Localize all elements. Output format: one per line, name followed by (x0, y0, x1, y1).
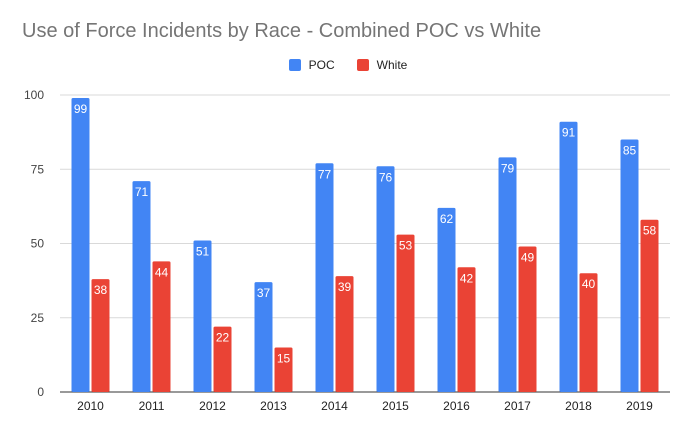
data-label: 77 (318, 167, 332, 181)
bar-white (213, 326, 232, 392)
bar-white (152, 261, 171, 392)
bar-poc (498, 157, 517, 392)
x-tick-label: 2013 (260, 399, 287, 413)
bar-white (274, 347, 293, 392)
bar-poc (254, 282, 273, 392)
data-label: 15 (277, 351, 291, 365)
y-tick-label: 0 (37, 385, 44, 399)
legend-item-white[interactable]: White (356, 58, 408, 72)
data-label: 58 (643, 224, 657, 238)
x-tick-label: 2018 (565, 399, 592, 413)
legend-label-poc: POC (308, 58, 335, 72)
legend: POC White (0, 58, 696, 72)
data-label: 42 (460, 271, 474, 285)
bar-poc (132, 181, 151, 392)
bar-poc (376, 166, 395, 392)
data-label: 39 (338, 280, 352, 294)
data-label: 76 (379, 170, 393, 184)
bar-poc (193, 240, 212, 392)
x-tick-label: 2012 (199, 399, 226, 413)
bar-poc (71, 97, 90, 392)
bar-white (640, 219, 659, 392)
data-label: 99 (74, 102, 88, 116)
y-tick-label: 100 (24, 88, 44, 102)
bar-white (396, 234, 415, 392)
bar-white (91, 279, 110, 392)
legend-item-poc[interactable]: POC (288, 58, 335, 72)
data-label: 53 (399, 239, 413, 253)
data-label: 91 (562, 126, 576, 140)
legend-label-white: White (376, 58, 408, 72)
bar-white (518, 246, 537, 392)
bar-white (335, 276, 354, 392)
data-label: 40 (582, 277, 596, 291)
x-tick-label: 2016 (443, 399, 470, 413)
data-label: 85 (623, 144, 637, 158)
x-tick-label: 2019 (626, 399, 653, 413)
data-label: 71 (135, 185, 149, 199)
x-tick-label: 2010 (77, 399, 104, 413)
bar-poc (620, 139, 639, 392)
chart-title: Use of Force Incidents by Race - Combine… (22, 20, 542, 42)
legend-swatch-white (356, 59, 369, 71)
data-label: 62 (440, 212, 454, 226)
y-tick-label: 25 (31, 311, 45, 325)
data-label: 22 (216, 331, 230, 345)
x-tick-label: 2015 (382, 399, 409, 413)
data-label: 44 (155, 265, 169, 279)
x-tick-label: 2014 (321, 399, 348, 413)
data-label: 37 (257, 286, 271, 300)
bar-white (579, 273, 598, 392)
data-label: 49 (521, 250, 535, 264)
data-label: 38 (94, 283, 108, 297)
bar-poc (315, 163, 334, 392)
data-label: 51 (196, 245, 210, 259)
bar-poc (437, 207, 456, 392)
bar-poc (559, 121, 578, 392)
bar-white (457, 267, 476, 392)
y-tick-label: 50 (31, 237, 45, 251)
x-tick-label: 2011 (139, 399, 165, 413)
legend-swatch-poc (288, 59, 301, 71)
y-tick-label: 75 (31, 162, 45, 176)
data-label: 79 (501, 161, 515, 175)
x-tick-label: 2017 (504, 399, 531, 413)
